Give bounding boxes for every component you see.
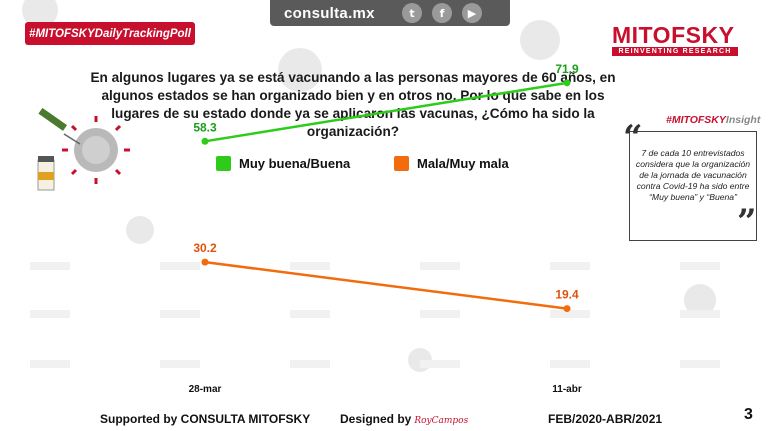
legend-label-positive: Muy buena/Buena [239, 156, 351, 171]
data-point-1-1 [563, 305, 571, 313]
insight-tag-suffix: Insight [725, 114, 761, 126]
twitter-icon[interactable]: t [402, 3, 422, 23]
footer-designed-label: Designed by [340, 412, 412, 426]
syringe-icon [38, 108, 81, 145]
youtube-icon[interactable]: ▶ [462, 3, 482, 23]
series-line-1 [204, 260, 568, 310]
legend-swatch-negative [394, 156, 409, 171]
vaccine-illustration [37, 108, 130, 191]
data-label-1-1: 19.4 [555, 288, 579, 302]
x-tick-label-1: 11-abr [552, 384, 582, 395]
series-line-0 [204, 81, 568, 143]
site-url-link[interactable]: consulta.mx [284, 4, 375, 22]
data-label-0-1: 71.9 [555, 62, 579, 76]
legend-label-negative: Mala/Muy mala [417, 156, 509, 171]
top-bar: consulta.mx t f ▶ [270, 0, 510, 26]
legend-item-positive: Muy buena/Buena [216, 156, 350, 171]
data-point-0-1 [563, 79, 571, 87]
designer-signature: RoyCampos [414, 416, 469, 426]
vial-icon [37, 156, 55, 191]
quote-open-icon: “ [623, 118, 643, 158]
insight-box: 7 de cada 10 entrevistados considera que… [629, 131, 757, 241]
insight-text: 7 de cada 10 entrevistados considera que… [635, 148, 751, 202]
legend-item-negative: Mala/Muy mala [394, 156, 509, 171]
quote-close-icon: ” [737, 202, 757, 242]
insight-tag-prefix: #MITOFSKY [666, 114, 726, 126]
data-point-1-0 [201, 258, 209, 266]
page-number: 3 [744, 406, 753, 423]
footer-designed: Designed by RoyCampos [340, 412, 468, 426]
footer-period: FEB/2020-ABR/2021 [548, 412, 663, 426]
data-label-1-0: 30.2 [193, 241, 217, 255]
hashtag-badge: #MITOFSKYDailyTrackingPoll [25, 22, 195, 45]
insight-tag: #MITOFSKYInsight [666, 114, 760, 126]
logo-tagline: REINVENTING RESEARCH [612, 47, 738, 56]
data-point-0-0 [201, 137, 209, 145]
footer-supported: Supported by CONSULTA MITOFSKY [100, 412, 311, 426]
virus-icon [62, 116, 130, 184]
data-label-0-0: 58.3 [193, 120, 217, 134]
brand-logo: MITOFSKY REINVENTING RESEARCH [612, 22, 754, 56]
logo-name: MITOFSKY [612, 22, 735, 48]
x-tick-label-0: 28-mar [189, 384, 222, 395]
facebook-icon[interactable]: f [432, 3, 452, 23]
survey-question: En algunos lugares ya se está vacunando … [90, 70, 616, 139]
legend-swatch-positive [216, 156, 231, 171]
